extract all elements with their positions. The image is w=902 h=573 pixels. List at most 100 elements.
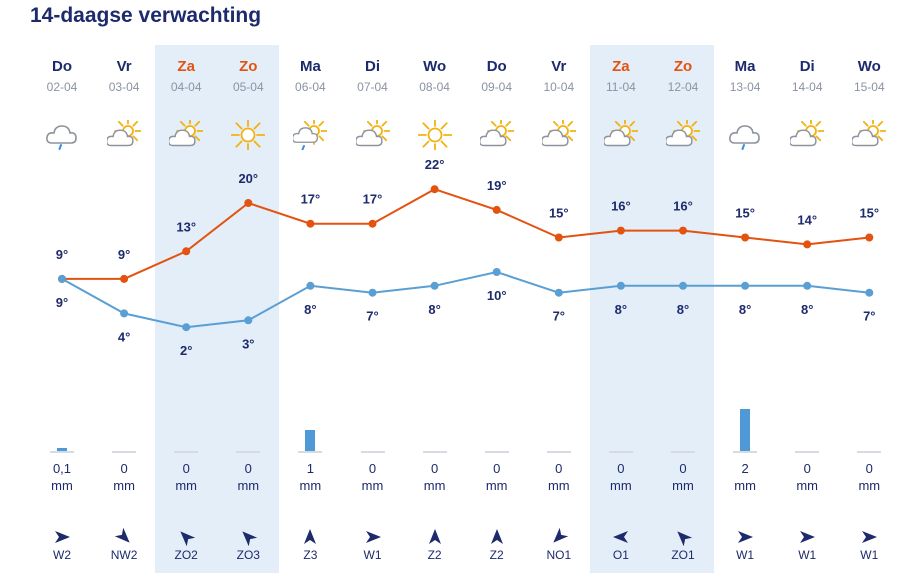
precip-unit: mm <box>734 478 756 493</box>
wind-direction: W1 <box>860 548 879 562</box>
precip-amount: 0 mm <box>776 460 838 494</box>
wind-arrow-icon <box>859 527 879 547</box>
forecast-day-1: Vr 03-04 0 mm NW2 <box>93 0 155 573</box>
precip-amount: 2 mm <box>714 460 776 494</box>
day-date: 03-04 <box>108 80 140 94</box>
precip-unit: mm <box>610 478 632 493</box>
precip-amount: 0 mm <box>652 460 714 494</box>
cloud-rain-icon <box>728 120 762 150</box>
wind-direction: NW2 <box>110 548 138 562</box>
precip-baseline <box>174 451 199 453</box>
precip-bar <box>57 448 67 451</box>
precip-amount: 0 mm <box>93 460 155 494</box>
precip-amount: 0 mm <box>838 460 900 494</box>
partly-sunny-icon <box>168 117 205 150</box>
precip-unit: mm <box>175 478 198 493</box>
precip-baseline <box>546 451 571 453</box>
day-name: Di <box>799 58 815 75</box>
wind-direction: Z2 <box>489 548 504 562</box>
sun-shower-icon <box>292 117 329 151</box>
day-date: 12-04 <box>667 80 699 94</box>
precip-value: 0 <box>865 461 873 476</box>
day-name: Ma <box>734 58 756 75</box>
day-date: 05-04 <box>232 80 264 94</box>
wind-direction: NO1 <box>546 548 572 562</box>
wind-arrow-icon <box>549 527 569 547</box>
wind-direction: Z2 <box>427 548 442 562</box>
wind-arrow-icon <box>487 527 507 547</box>
precip-bar <box>740 409 751 451</box>
day-date: 08-04 <box>419 80 450 94</box>
wind-arrow-icon <box>363 527 383 547</box>
wind-arrow-icon <box>300 527 320 547</box>
partly-sunny-icon <box>664 117 701 150</box>
precip-value: 0 <box>493 461 501 476</box>
cloud-rain-icon <box>45 120 79 150</box>
day-date: 14-04 <box>791 80 823 94</box>
precip-baseline <box>733 451 758 453</box>
forecast-day-8: Vr 10-04 0 mm NO1 <box>528 0 590 573</box>
wind-arrow-icon <box>52 527 72 547</box>
day-name: Do <box>486 58 507 75</box>
precip-baseline <box>857 451 882 453</box>
partly-sunny-icon <box>602 117 639 150</box>
wind-direction: W1 <box>363 548 382 562</box>
wind-direction: ZO2 <box>174 548 198 562</box>
precip-baseline <box>50 451 74 453</box>
day-name: Zo <box>239 58 258 75</box>
precip-amount: 0 mm <box>466 460 528 494</box>
precip-unit: mm <box>796 478 819 493</box>
precip-value: 0 <box>617 461 625 476</box>
forecast-day-11: Ma 13-04 2 mm W1 <box>714 0 776 573</box>
day-name: Za <box>612 58 630 75</box>
wind-direction: W1 <box>736 548 755 562</box>
precip-amount: 0 mm <box>590 460 652 494</box>
precip-bar <box>305 430 316 451</box>
day-name: Zo <box>673 58 693 75</box>
precip-baseline <box>484 451 509 453</box>
precip-unit: mm <box>299 478 322 493</box>
day-date: 04-04 <box>170 80 202 94</box>
wind-arrow-icon <box>114 527 134 547</box>
precip-amount: 0 mm <box>404 460 466 494</box>
forecast-day-0: Do 02-04 0,1 mm W2 <box>31 0 93 573</box>
precip-unit: mm <box>423 478 446 493</box>
precip-baseline <box>298 451 323 453</box>
day-name: Wo <box>857 58 881 75</box>
wind-arrow-icon <box>797 527 817 547</box>
day-name: Wo <box>423 58 447 75</box>
day-date: 15-04 <box>853 80 885 94</box>
precip-value: 0 <box>368 461 377 476</box>
partly-sunny-icon <box>540 117 577 150</box>
forecast-day-10: Zo 12-04 0 mm ZO1 <box>652 0 714 573</box>
precip-unit: mm <box>237 478 260 493</box>
wind-arrow-icon <box>238 527 258 547</box>
precip-value: 0,1 <box>52 461 72 476</box>
precip-baseline <box>795 451 820 453</box>
precip-baseline <box>671 451 695 453</box>
page-title: 14-daagse verwachting <box>30 4 262 27</box>
precip-baseline <box>608 451 633 453</box>
precip-value: 0 <box>120 461 128 476</box>
precip-unit: mm <box>361 478 384 493</box>
precip-value: 0 <box>803 461 811 476</box>
precip-amount: 0,1 mm <box>31 460 93 494</box>
forecast-day-3: Zo 05-04 0 mm ZO3 <box>217 0 279 573</box>
forecast-day-7: Do 09-04 0 mm Z2 <box>466 0 528 573</box>
precip-amount: 0 mm <box>217 460 279 494</box>
forecast-day-6: Wo 08-04 0 mm Z2 <box>404 0 466 573</box>
wind-direction: W2 <box>53 548 71 562</box>
partly-sunny-icon <box>478 117 515 150</box>
precip-value: 0 <box>182 461 190 476</box>
forecast-day-2: Za 04-04 0 mm ZO2 <box>155 0 217 573</box>
day-name: Ma <box>299 58 321 75</box>
day-date: 10-04 <box>543 80 575 94</box>
wind-arrow-icon <box>176 527 196 547</box>
partly-sunny-icon <box>789 117 826 150</box>
day-date: 13-04 <box>729 80 761 94</box>
forecast-day-4: Ma 06-04 1 mm Z3 <box>279 0 341 573</box>
precip-unit: mm <box>113 478 135 493</box>
partly-sunny-icon <box>106 117 142 150</box>
precip-amount: 0 mm <box>528 460 590 494</box>
precip-unit: mm <box>672 478 694 493</box>
